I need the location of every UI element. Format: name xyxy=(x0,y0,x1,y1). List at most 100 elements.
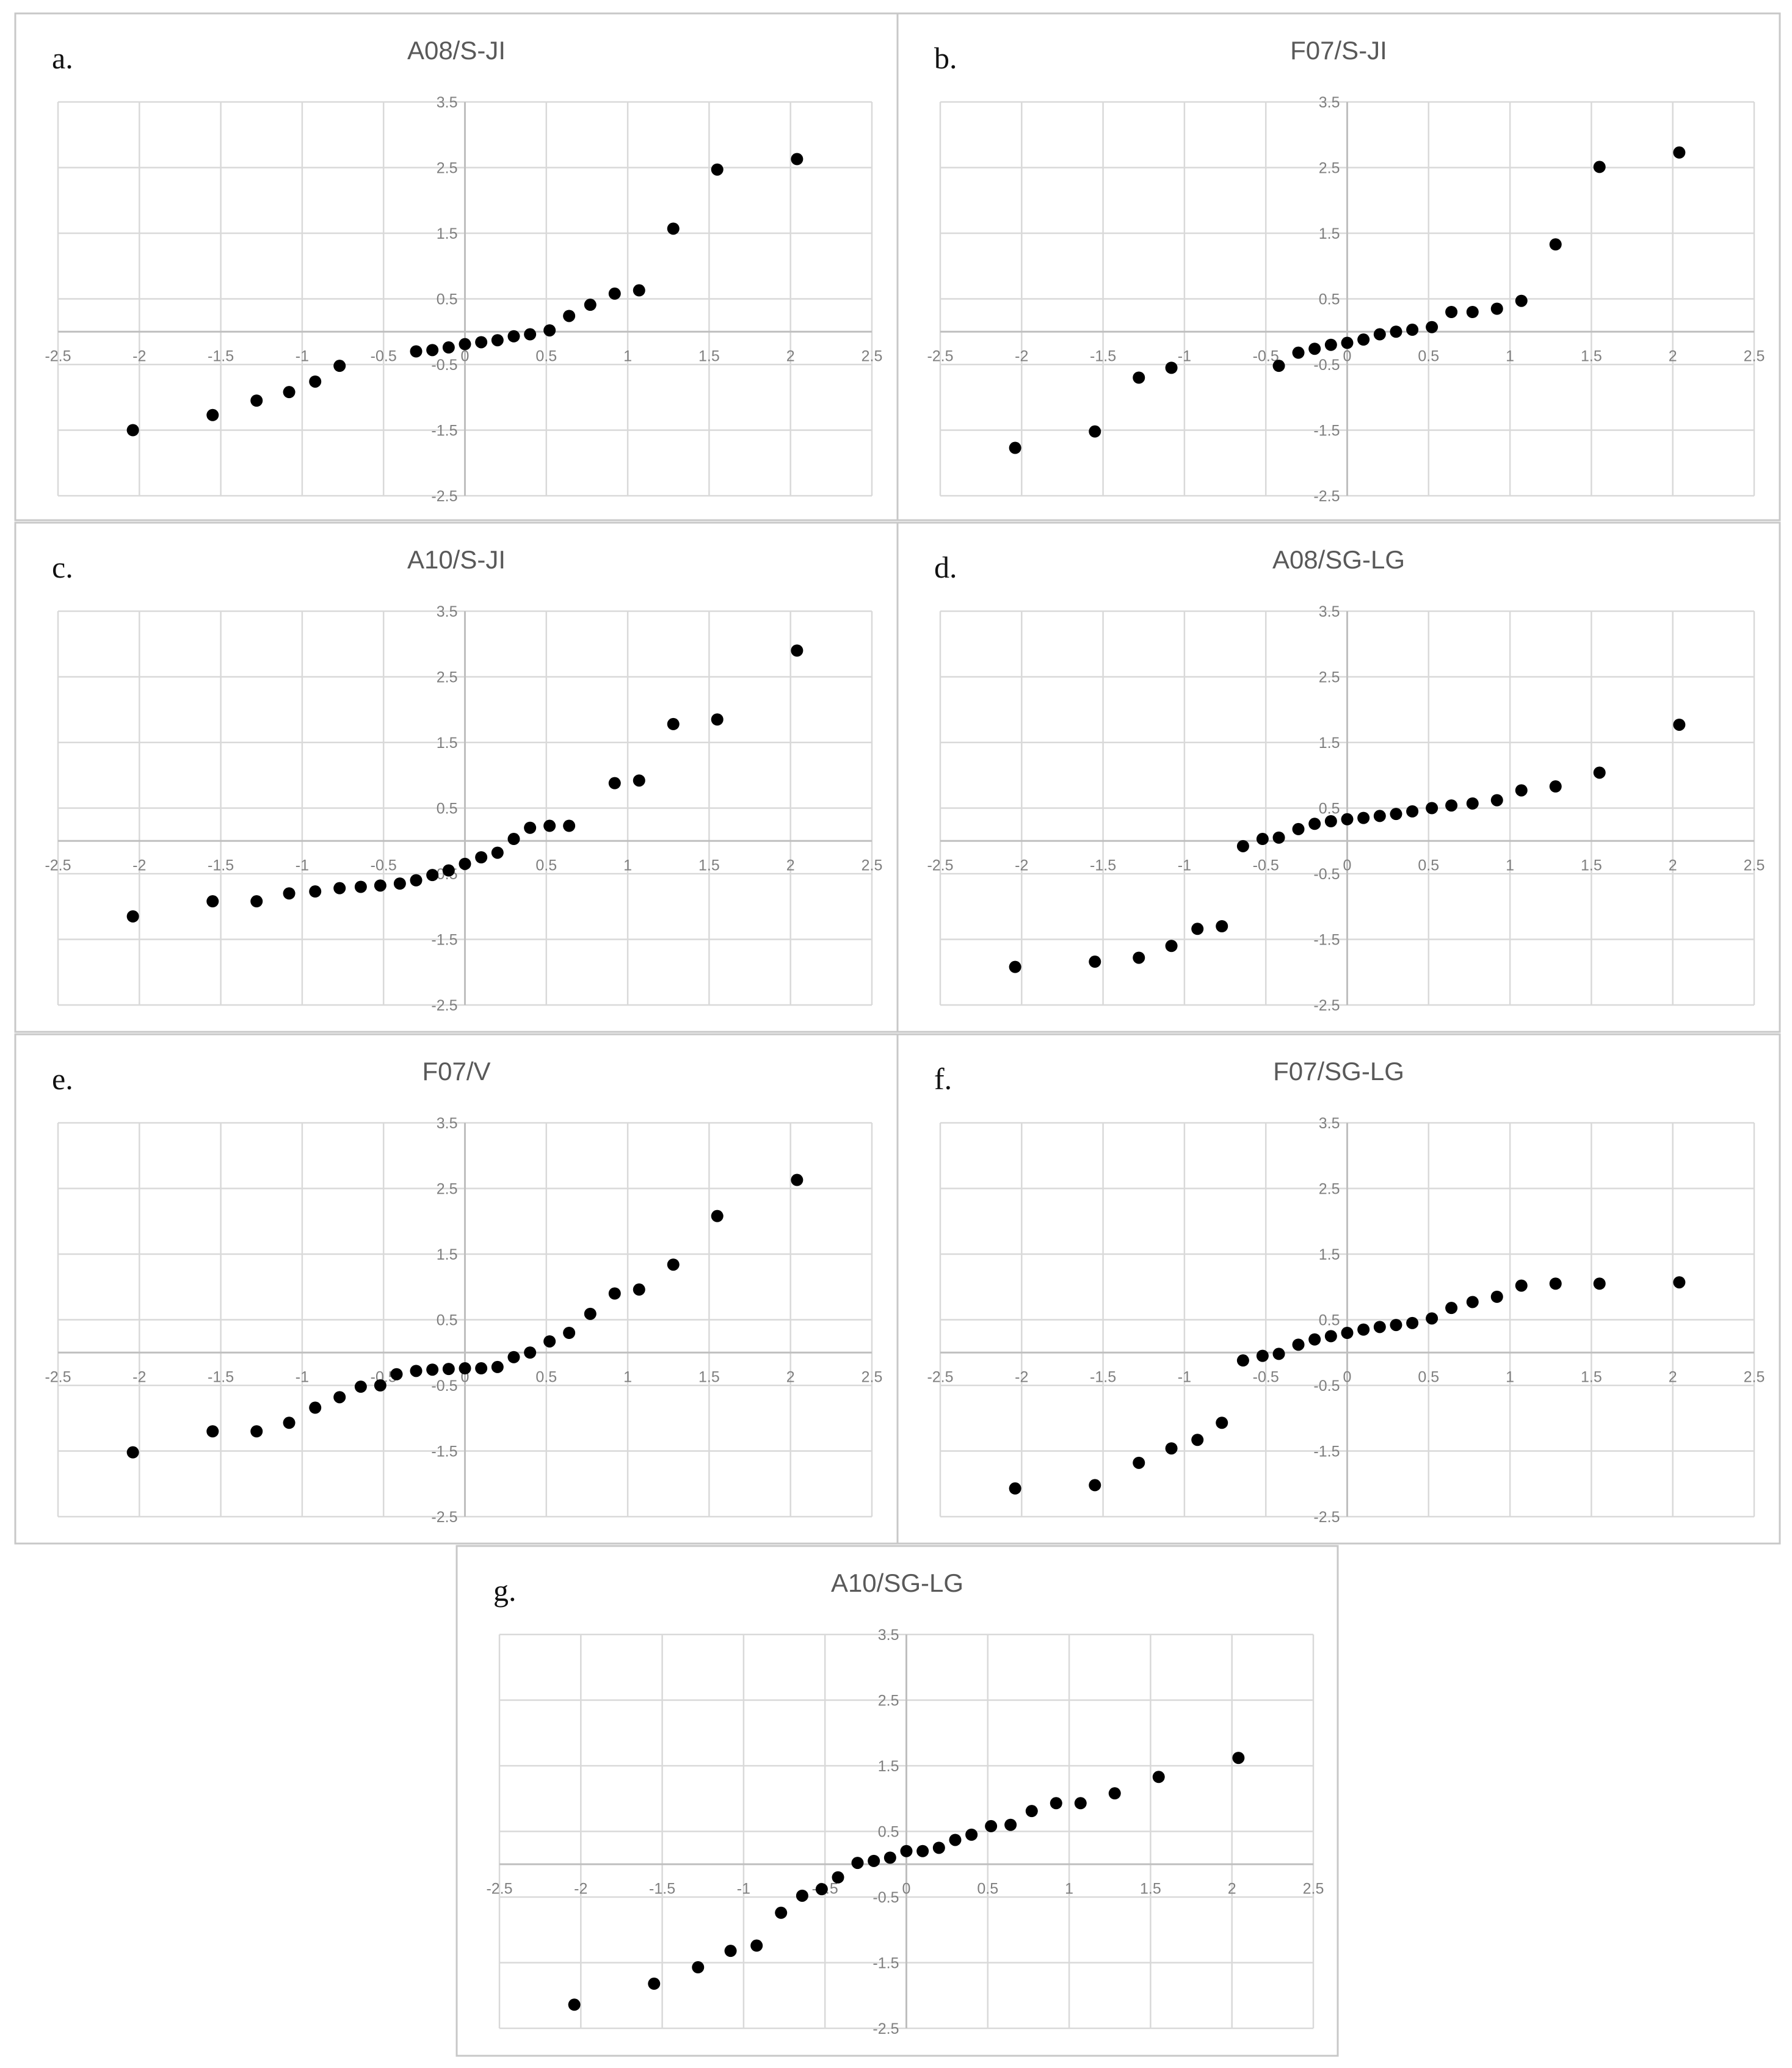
data-point xyxy=(1292,346,1305,359)
data-point xyxy=(648,1977,661,1990)
data-point xyxy=(667,717,680,730)
data-point xyxy=(1406,324,1419,336)
data-point xyxy=(126,424,139,437)
data-point xyxy=(1445,799,1458,812)
data-point xyxy=(563,819,576,832)
data-point xyxy=(459,857,471,870)
data-point xyxy=(1373,810,1386,822)
qq-panel-3: -2.5-2-1.5-1-0.500.511.522.53.52.51.50.5… xyxy=(14,521,899,1033)
y-tick-label: 3.5 xyxy=(878,1627,899,1644)
data-point xyxy=(1549,238,1562,251)
data-point xyxy=(1089,1479,1101,1492)
data-point xyxy=(608,1287,621,1300)
qq-panel-7: -2.5 -2 -1.5 -1 -0.50 0.5 1 1.5 2 2.5 3.5 2.5 1.5 0.5… xyxy=(455,1545,1339,2057)
panel-label: e. xyxy=(52,1062,73,1096)
y-tick-label: 1.5 xyxy=(1319,735,1340,752)
data-point xyxy=(1673,1276,1686,1289)
data-point xyxy=(949,1834,962,1846)
data-point xyxy=(1426,321,1438,333)
x-tick-label: -2 xyxy=(1015,1368,1028,1385)
y-tick-label: -1.5 xyxy=(431,1443,457,1460)
x-tick-label: 0.5 xyxy=(977,1880,998,1897)
data-point xyxy=(1165,361,1178,374)
x-tick-label: -1 xyxy=(1178,347,1191,365)
x-tick-label: 1 xyxy=(1506,857,1514,874)
x-tick-label: -2 xyxy=(132,1368,146,1385)
x-tick-label: 2 xyxy=(786,347,795,365)
x-tick-label: 0 xyxy=(902,1880,911,1897)
x-tick-label: 0.5 xyxy=(535,1368,557,1385)
data-point xyxy=(1357,1323,1370,1336)
x-tick-label: 1.5 xyxy=(698,857,720,874)
data-point xyxy=(1050,1797,1062,1810)
y-tick-label: -2.5 xyxy=(872,2020,899,2037)
x-tick-label: -2.5 xyxy=(45,347,71,365)
data-point xyxy=(491,846,504,859)
y-tick-label: 2.5 xyxy=(437,1181,458,1198)
data-point xyxy=(1445,1302,1458,1315)
y-tick-label: -1.5 xyxy=(1313,423,1340,440)
data-point xyxy=(1593,766,1606,779)
x-tick-label: 2.5 xyxy=(1744,857,1765,874)
data-point xyxy=(1490,794,1503,807)
data-point xyxy=(1324,1330,1337,1343)
qq-panel-5: -2.5 -2 -1.5 -1 -0.5 0 0.5 1 1.5 2 2.53.52.51.50.5… xyxy=(14,1033,899,1545)
data-point xyxy=(832,1871,844,1884)
x-tick-label: -2 xyxy=(1015,347,1028,365)
data-point xyxy=(1341,1327,1354,1339)
y-tick-label: -2.5 xyxy=(431,1509,457,1526)
data-point xyxy=(426,344,439,357)
data-point xyxy=(1406,1316,1419,1329)
x-tick-label: -2.5 xyxy=(927,347,953,365)
x-tick-label: 0.5 xyxy=(1418,1368,1439,1385)
data-point xyxy=(543,324,556,337)
y-tick-label: 1.5 xyxy=(437,1246,458,1263)
data-point xyxy=(283,887,296,900)
x-tick-label: 2.5 xyxy=(1303,1880,1324,1897)
y-tick-label: 0.5 xyxy=(437,291,458,308)
x-tick-label: -2.5 xyxy=(927,857,953,874)
x-tick-label: 2.5 xyxy=(862,857,883,874)
panel-label: c. xyxy=(52,550,73,584)
data-point xyxy=(711,163,724,176)
data-point xyxy=(507,1351,520,1363)
data-point xyxy=(1324,338,1337,351)
y-tick-label: 2.5 xyxy=(1319,1181,1340,1198)
x-tick-label: -2.5 xyxy=(927,1368,953,1385)
data-point xyxy=(1593,161,1606,173)
data-point xyxy=(883,1851,896,1864)
data-point xyxy=(1515,1279,1528,1292)
panel-border xyxy=(14,521,899,1033)
data-point xyxy=(633,284,645,297)
qq-panel-2: -2.5 -2 -1.5 -1 -0.5 0 0.5 1 1.5 2 2.5 3.5 2.5 1.5 0.5… xyxy=(896,12,1781,521)
data-point xyxy=(851,1857,864,1870)
data-point xyxy=(543,1335,556,1348)
data-point xyxy=(1191,923,1204,935)
x-tick-label: 1.5 xyxy=(698,347,720,365)
data-point xyxy=(633,774,645,787)
x-tick-label: 1 xyxy=(1506,1368,1514,1385)
y-tick-label: 3.5 xyxy=(1319,603,1340,620)
data-point xyxy=(491,334,504,347)
data-point xyxy=(442,1363,455,1376)
data-point xyxy=(1216,1417,1228,1429)
data-point xyxy=(1256,833,1269,846)
data-point xyxy=(1089,425,1101,438)
data-point xyxy=(1232,1752,1245,1765)
data-point xyxy=(724,1945,737,1957)
x-tick-label: 1.5 xyxy=(1140,1880,1161,1897)
data-point xyxy=(1390,808,1402,821)
x-tick-label: 1 xyxy=(623,347,632,365)
x-tick-label: 2.5 xyxy=(1744,347,1765,365)
data-point xyxy=(524,328,537,341)
panel-border xyxy=(896,12,1781,521)
data-point xyxy=(309,375,322,388)
data-point xyxy=(1236,1354,1249,1367)
data-point xyxy=(965,1828,978,1841)
data-point xyxy=(1009,960,1021,973)
data-point xyxy=(283,1417,296,1429)
y-tick-label: 2.5 xyxy=(437,160,458,177)
x-tick-label: -2.5 xyxy=(486,1880,512,1897)
data-point xyxy=(815,1883,828,1896)
